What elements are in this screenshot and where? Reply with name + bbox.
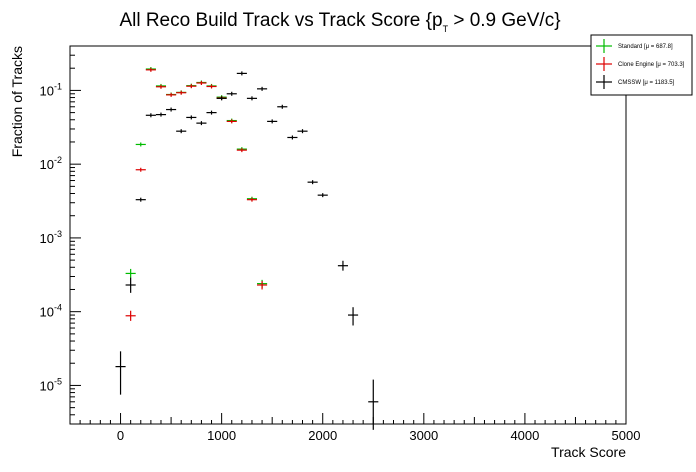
series-0 (125, 67, 268, 288)
data-point (267, 119, 278, 124)
x-tick-label: 3000 (409, 428, 438, 443)
y-axis-title: Fraction of Tracks (9, 46, 25, 157)
y-tick-label: 10-2 (40, 155, 62, 172)
data-point (176, 90, 187, 95)
data-point (166, 92, 177, 97)
data-point (196, 121, 207, 126)
data-point (186, 115, 197, 120)
data-point (226, 119, 237, 124)
legend-box (590, 34, 693, 96)
data-point (236, 148, 247, 153)
data-point (115, 351, 126, 395)
data-point (307, 180, 318, 185)
data-marks (115, 67, 379, 430)
data-point (135, 142, 146, 147)
y-axis: 10-5 10-4 10-3 10-2 10-1 (40, 45, 81, 425)
y-tick-label: 10-4 (40, 303, 62, 320)
data-point (176, 129, 187, 134)
data-point (297, 129, 308, 134)
x-axis: 0 1000 2000 3000 4000 5000 (69, 413, 641, 443)
data-point (196, 81, 207, 86)
data-point (226, 91, 237, 96)
data-point (348, 307, 359, 326)
legend-label: Standard [μ = 687.8] (618, 44, 673, 50)
y-tick-label: 10-3 (40, 229, 62, 246)
data-point (236, 71, 247, 76)
data-point (257, 86, 268, 91)
legend-entry: Standard [μ = 687.8] (596, 39, 673, 53)
chart-title-main: All Reco Build Track vs Track Score {p (119, 10, 442, 31)
x-axis-title: Track Score (551, 444, 626, 460)
series-1 (125, 67, 268, 321)
legend-entry: CMSSW [μ = 1183.5] (596, 75, 675, 89)
series-2 (115, 71, 379, 430)
legend-label: Clone Engine [μ = 703.3] (618, 62, 685, 68)
data-point (246, 197, 258, 202)
x-tick-label: 4000 (510, 428, 539, 443)
data-point (216, 96, 227, 101)
y-tick-label: 10-1 (40, 81, 62, 98)
data-point (368, 379, 379, 430)
chart-title-subscript: T (443, 24, 449, 34)
plot-frame (69, 45, 627, 425)
data-point (166, 107, 177, 112)
x-tick-label: 1000 (207, 428, 236, 443)
data-point (277, 104, 288, 109)
legend-label: CMSSW [μ = 1183.5] (618, 80, 675, 86)
data-point (125, 268, 136, 278)
data-point (206, 110, 217, 115)
data-point (246, 96, 258, 101)
x-tick-label: 0 (117, 428, 124, 443)
data-point (287, 135, 298, 140)
data-point (125, 310, 136, 321)
data-point (135, 197, 146, 202)
data-point (155, 84, 167, 89)
data-point (337, 260, 348, 271)
data-point (145, 113, 156, 118)
chart-title-tail: > 0.9 GeV/c} (448, 10, 561, 31)
y-tick-label: 10-5 (40, 376, 62, 393)
chart-title: All Reco Build Track vs Track Score {pT … (119, 10, 560, 34)
x-tick-label: 2000 (308, 428, 337, 443)
legend: Standard [μ = 687.8] Clone Engine [μ = 70… (590, 34, 693, 96)
legend-entry: Clone Engine [μ = 703.3] (596, 57, 685, 71)
data-point (125, 277, 136, 293)
data-point (317, 193, 328, 198)
data-point (186, 84, 197, 89)
data-point (257, 281, 268, 290)
data-point (135, 167, 146, 172)
data-point (206, 84, 217, 89)
x-tick-label: 5000 (612, 428, 641, 443)
data-point (145, 67, 156, 72)
data-point (155, 112, 167, 117)
